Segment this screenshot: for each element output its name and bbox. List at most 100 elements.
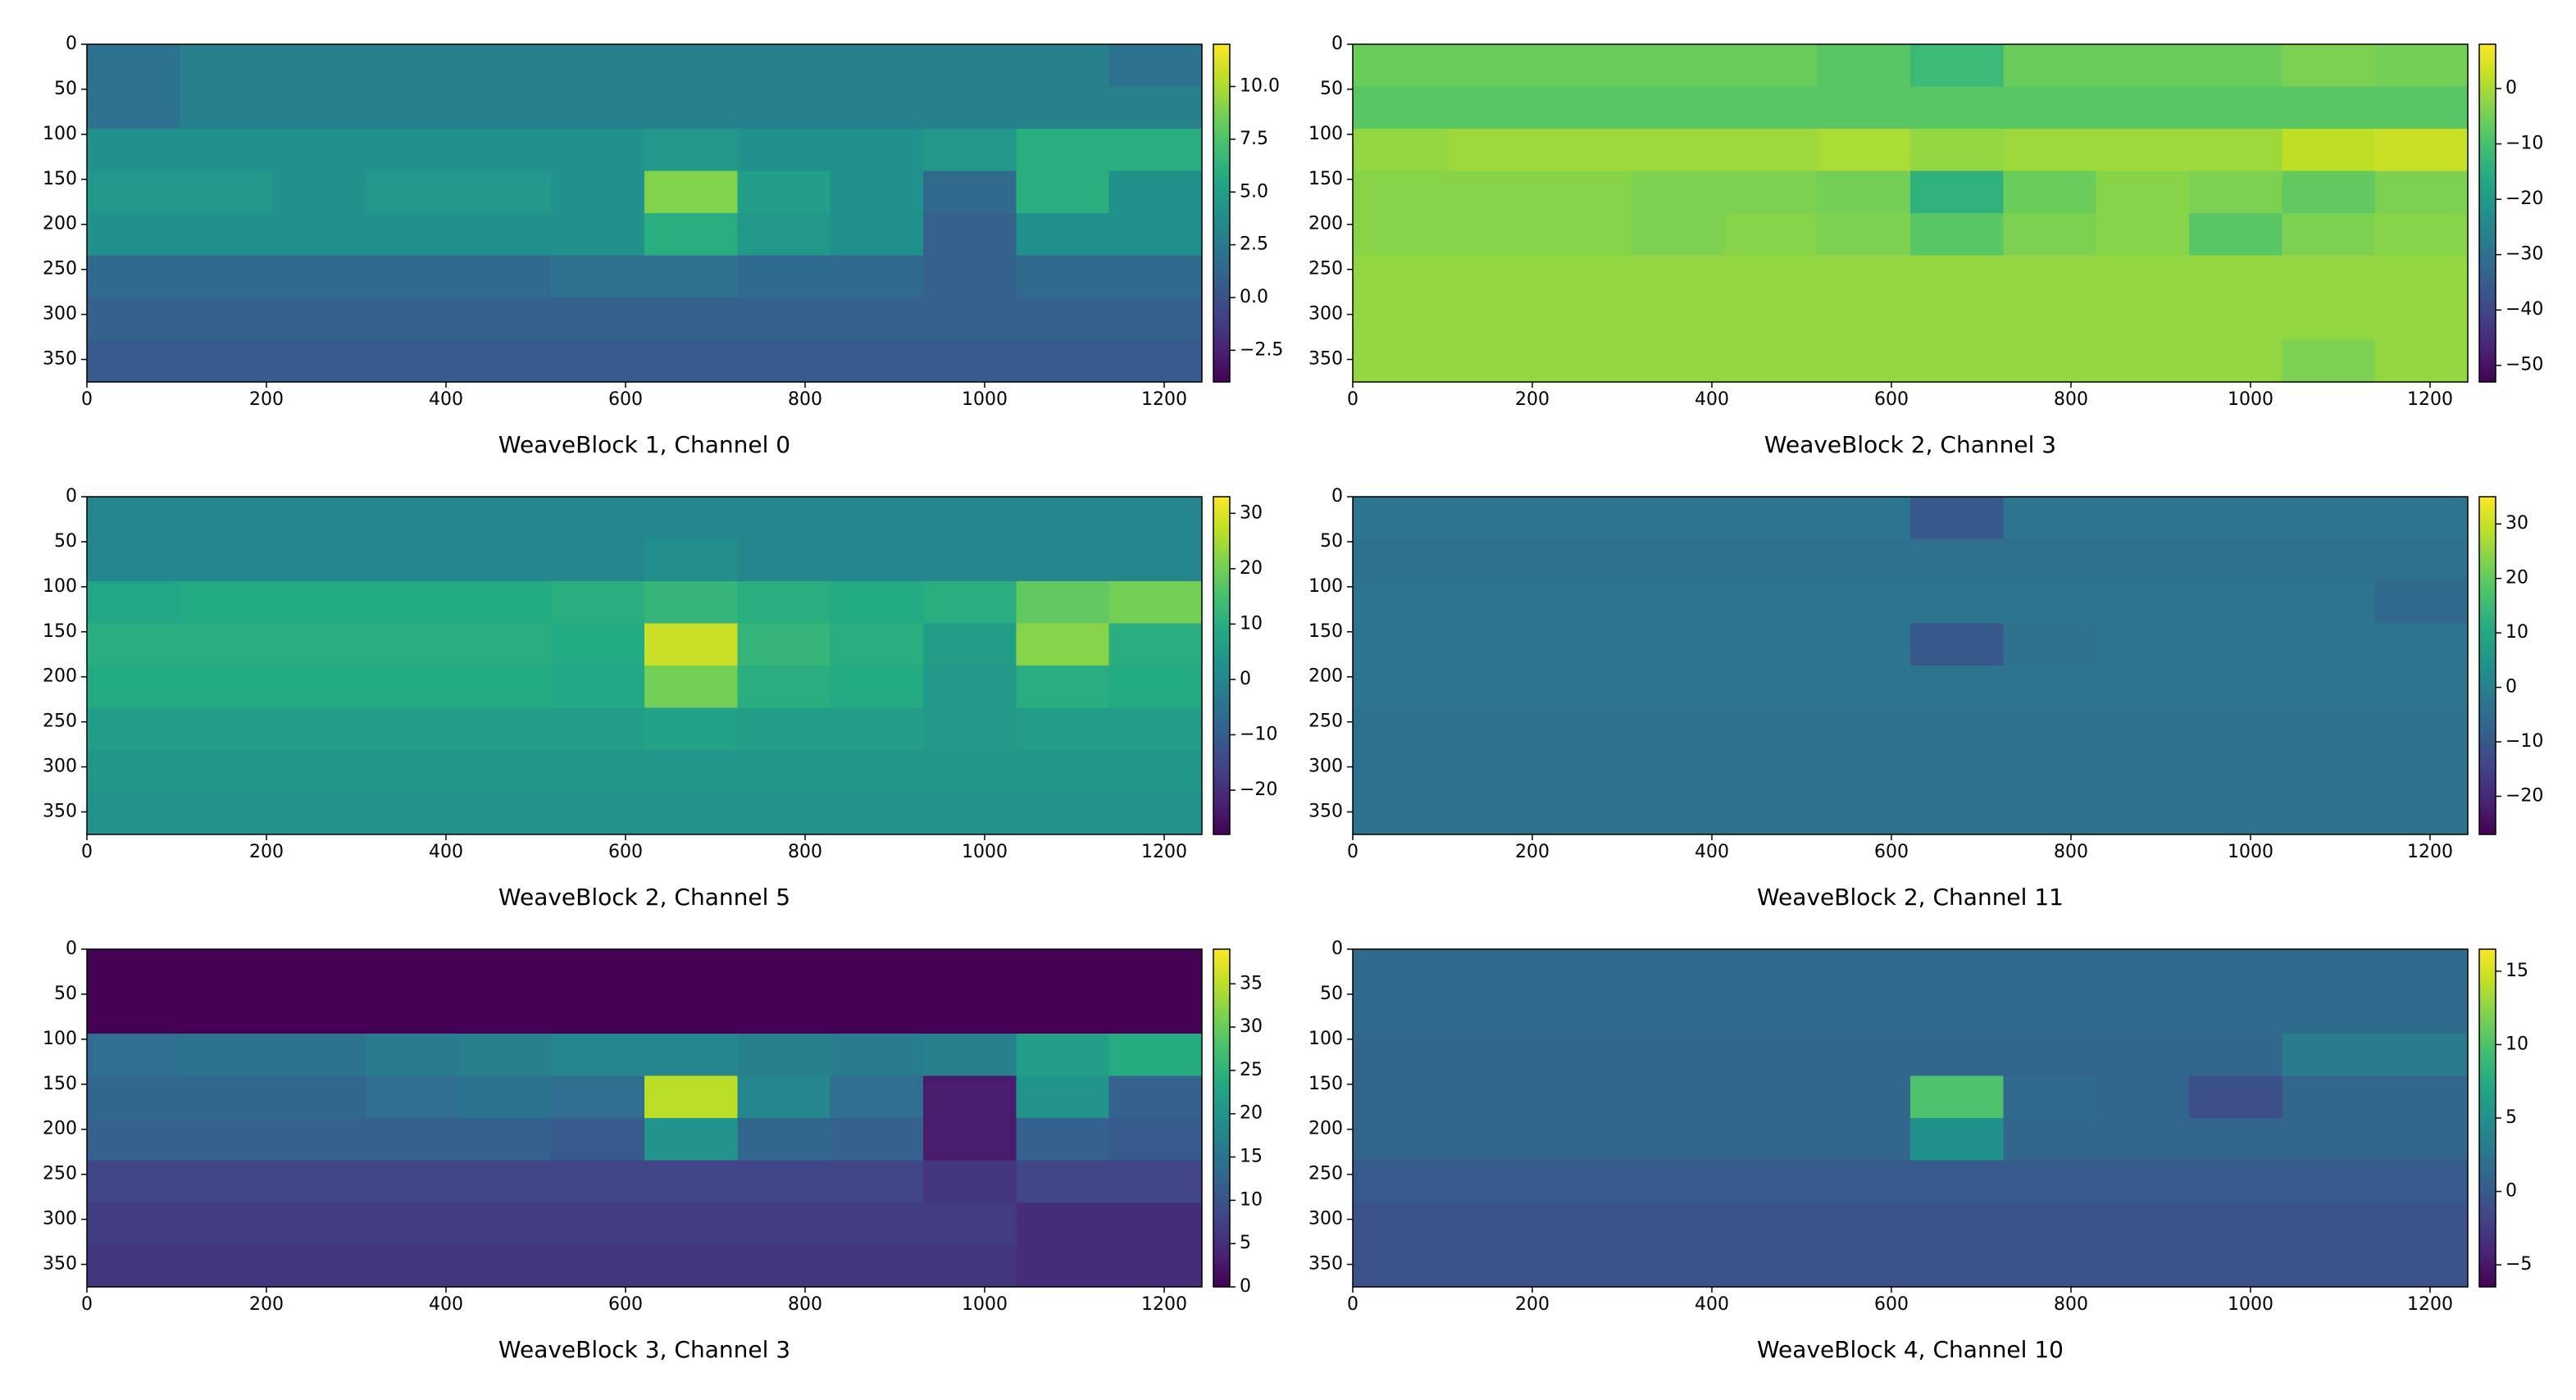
heatmap-cell xyxy=(1108,170,1203,214)
heatmap-cell xyxy=(87,991,180,1034)
heatmap-cell xyxy=(1353,298,1446,341)
heatmap-cell xyxy=(644,539,738,582)
heatmap-cell xyxy=(737,298,831,341)
heatmap-cell xyxy=(923,792,1017,835)
heatmap-cell xyxy=(644,1202,738,1246)
heatmap-cell xyxy=(87,255,180,298)
heatmap-cell xyxy=(2096,666,2190,709)
heatmap-cell xyxy=(1538,623,1632,666)
heatmap-cell xyxy=(644,170,738,214)
heatmap-cell xyxy=(458,1202,553,1246)
heatmap-cell xyxy=(1817,129,1911,172)
heatmap-cell xyxy=(551,86,645,130)
heatmap-cell xyxy=(1817,86,1911,130)
y-tick-label: 350 xyxy=(1308,1254,1343,1275)
y-tick-label: 300 xyxy=(1308,757,1343,777)
heatmap-cell xyxy=(551,750,645,793)
heatmap-cell xyxy=(1353,44,1446,88)
heatmap-cell xyxy=(272,1034,366,1077)
x-tick-label: 200 xyxy=(249,842,284,862)
colorbar-tick-label: 0.0 xyxy=(1240,287,1268,307)
heatmap-cell xyxy=(2096,539,2190,582)
heatmap-cell xyxy=(923,339,1017,383)
y-tick-label: 150 xyxy=(43,621,77,642)
heatmap-cell xyxy=(1445,707,1540,751)
heatmap-cell xyxy=(737,1118,831,1161)
plot-frame xyxy=(86,496,1203,835)
heatmap-cell xyxy=(2374,298,2469,341)
heatmap-cell xyxy=(737,539,831,582)
heatmap-cell xyxy=(180,1202,274,1246)
colorbar-tick-label: 10 xyxy=(1240,1189,1263,1210)
x-tick-label: 200 xyxy=(249,389,284,410)
x-tick-label: 200 xyxy=(1515,389,1550,410)
colorbar-tick-label: −30 xyxy=(2505,244,2543,265)
heatmap-cell xyxy=(1538,949,1632,993)
x-tick-label: 800 xyxy=(788,389,822,410)
heatmap-cell xyxy=(1724,1160,1818,1203)
y-tick-label: 250 xyxy=(43,1164,77,1184)
heatmap-cell xyxy=(2282,298,2376,341)
panel: 0 200 400 600 800 1000 12000501001502002503003… xyxy=(43,939,1263,1363)
heatmap-cell xyxy=(1445,539,1540,582)
heatmap-cell xyxy=(1538,539,1632,582)
heatmap-cell xyxy=(2374,581,2469,625)
heatmap-cell xyxy=(272,623,366,666)
heatmap-cell xyxy=(1353,1034,1446,1077)
heatmap-cell xyxy=(2374,1118,2469,1161)
heatmap-cell xyxy=(87,1034,180,1077)
x-tick-label: 600 xyxy=(608,1294,643,1315)
heatmap-cell xyxy=(458,991,553,1034)
heatmap-cell xyxy=(830,949,924,993)
x-tick-label: 200 xyxy=(1515,1294,1550,1315)
heatmap-cell xyxy=(1108,539,1203,582)
heatmap-cell xyxy=(1910,707,2004,751)
heatmap-cell xyxy=(87,44,180,88)
heatmap-cell xyxy=(1817,1118,1911,1161)
heatmap-cell xyxy=(1445,792,1540,835)
heatmap-cell xyxy=(1817,666,1911,709)
heatmap-cell xyxy=(644,44,738,88)
heatmap-cell xyxy=(1445,949,1540,993)
x-tick-label: 400 xyxy=(429,842,463,862)
heatmap-cell xyxy=(2003,581,2097,625)
colorbar-tick-label: 20 xyxy=(2505,568,2528,589)
heatmap-cell xyxy=(2374,666,2469,709)
heatmap-cell xyxy=(1632,1034,1725,1077)
heatmap-cell xyxy=(1910,44,2004,88)
y-tick-label: 300 xyxy=(1308,1209,1343,1230)
heatmap-cell xyxy=(272,1202,366,1246)
y-tick-label: 150 xyxy=(1308,621,1343,642)
heatmap-cell xyxy=(272,339,366,383)
x-axis-label: WeaveBlock 2, Channel 5 xyxy=(498,884,790,911)
x-axis-label: WeaveBlock 2, Channel 3 xyxy=(1764,431,2056,458)
heatmap-cell xyxy=(458,129,553,172)
heatmap-cell xyxy=(1724,750,1818,793)
heatmap-cell xyxy=(272,666,366,709)
heatmap-cell xyxy=(923,170,1017,214)
heatmap-cell xyxy=(366,497,459,540)
heatmap-cell xyxy=(2096,213,2190,257)
heatmap-cell xyxy=(1016,581,1110,625)
heatmap-cell xyxy=(366,170,459,214)
heatmap-cell xyxy=(1910,255,2004,298)
x-tick-label: 1000 xyxy=(962,1294,1008,1315)
heatmap-cell xyxy=(2282,623,2376,666)
heatmap-cell xyxy=(272,707,366,751)
x-tick-label: 1200 xyxy=(1141,1294,1187,1315)
heatmap-cell xyxy=(737,129,831,172)
colorbar-tick-label: 0 xyxy=(2505,1181,2517,1202)
heatmap-cell xyxy=(366,792,459,835)
x-tick-label: 1000 xyxy=(962,389,1008,410)
heatmap-cell xyxy=(551,949,645,993)
y-tick-label: 300 xyxy=(43,1209,77,1230)
y-tick-label: 150 xyxy=(1308,1074,1343,1094)
heatmap-cell xyxy=(1910,581,2004,625)
heatmap-cell xyxy=(1016,1118,1110,1161)
heatmap-cell xyxy=(1538,1118,1632,1161)
heatmap-cell xyxy=(1910,1202,2004,1246)
heatmap-cell xyxy=(737,991,831,1034)
y-tick-label: 250 xyxy=(1308,711,1343,732)
heatmap-cell xyxy=(458,949,553,993)
